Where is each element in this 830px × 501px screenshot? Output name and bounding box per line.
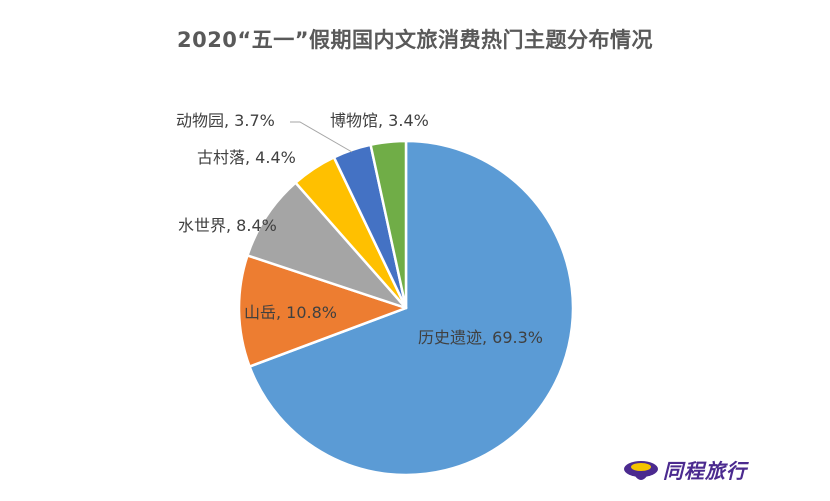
pie-slice-1 xyxy=(248,139,575,477)
slice-label-6: 博物馆, 3.4% xyxy=(330,111,429,130)
slice-label-4: 古村落, 4.4% xyxy=(197,148,296,167)
watermark: 同程旅行 xyxy=(623,455,747,484)
slice-label-3: 水世界, 8.4% xyxy=(178,216,277,235)
slice-label-1: 历史遗迹, 69.3% xyxy=(418,328,543,347)
pie-slice-3 xyxy=(246,181,408,310)
tongcheng-logo-icon xyxy=(624,460,658,480)
pie-slice-2 xyxy=(237,254,408,368)
chart-title: 2020“五一”假期国内文旅消费热门主题分布情况 xyxy=(176,28,654,52)
watermark-text: 同程旅行 xyxy=(663,459,747,483)
slice-label-2: 山岳, 10.8% xyxy=(244,303,337,322)
slice-label-5: 动物园, 3.7% xyxy=(176,111,275,130)
pie-slice-6 xyxy=(369,139,408,310)
leader-line xyxy=(290,121,353,153)
